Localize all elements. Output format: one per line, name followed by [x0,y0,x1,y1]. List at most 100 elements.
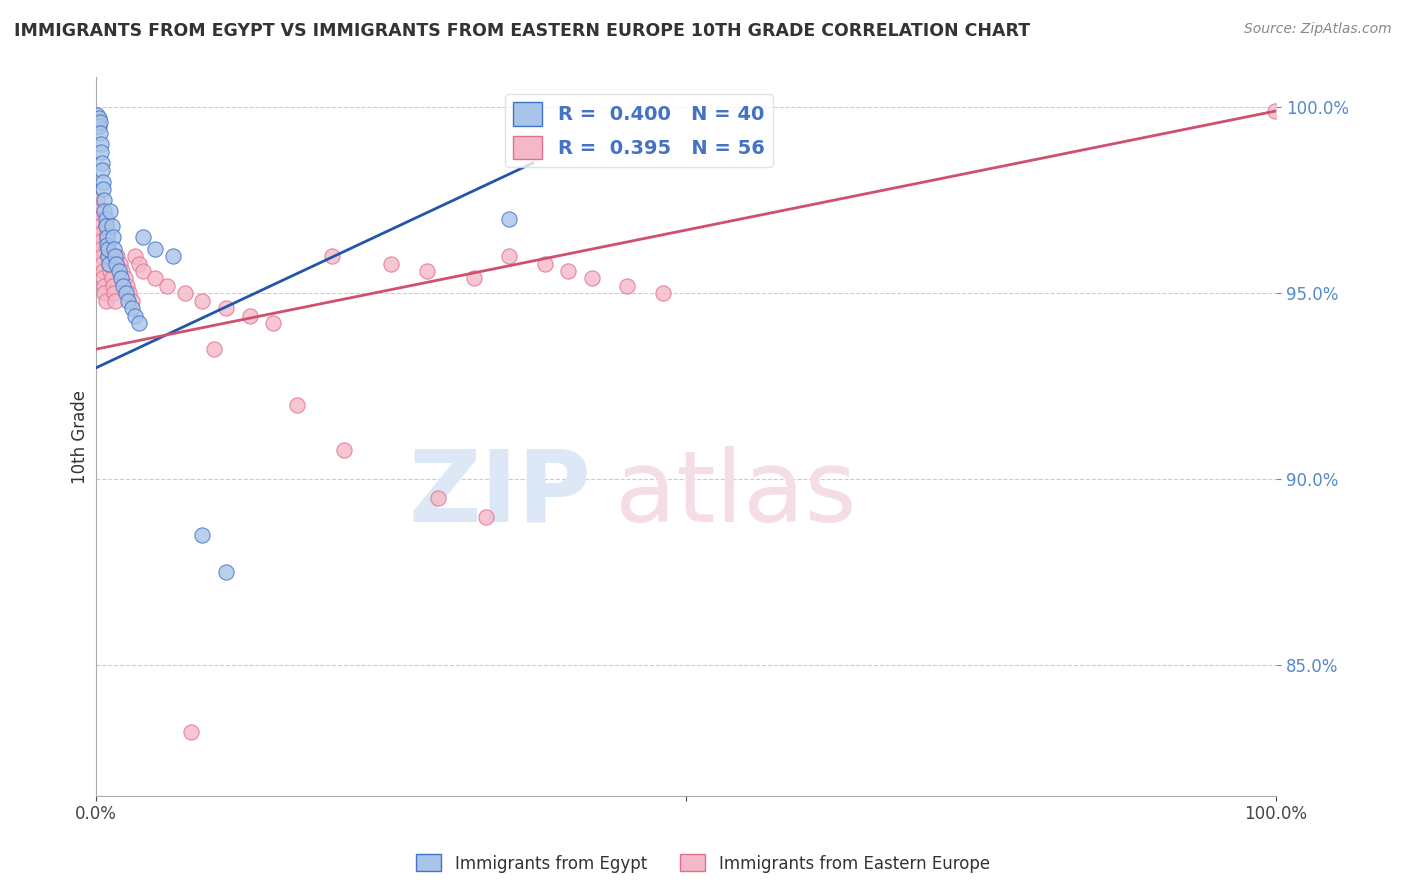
Point [215,301,238,316]
Point [162,249,184,263]
Point [285,398,308,412]
Point [93,286,115,301]
Point [118,286,141,301]
Point [90,145,112,159]
Point [581,271,603,285]
Point [103,286,125,301]
Point [128,256,150,270]
Point [110,271,132,285]
Point [498,249,520,263]
Point [93,278,115,293]
Point [143,271,166,285]
Point [91,264,114,278]
Point [94,293,117,308]
Point [98,256,121,270]
Point [91,249,114,263]
Point [90,242,112,256]
Point [128,316,150,330]
Point [333,442,356,457]
Point [215,566,238,580]
Point [100,271,122,285]
Point [89,126,111,140]
Point [117,293,139,308]
Text: Source: ZipAtlas.com: Source: ZipAtlas.com [1244,22,1392,37]
Point [239,309,262,323]
Point [180,725,202,739]
Point [96,227,118,241]
Text: atlas: atlas [616,446,858,542]
Point [101,278,124,293]
Point [91,163,114,178]
Point [104,293,127,308]
Point [463,271,485,285]
Point [321,249,343,263]
Point [132,230,155,244]
Point [557,264,579,278]
Point [105,256,128,270]
Point [427,491,450,505]
Point [124,249,146,263]
Point [112,278,135,293]
Point [87,211,110,226]
Point [98,204,121,219]
Point [87,204,110,219]
Point [96,234,118,248]
Point [104,249,127,263]
Point [132,264,155,278]
Point [89,227,111,241]
Point [156,278,179,293]
Point [97,242,120,256]
Point [1264,103,1286,118]
Point [100,219,122,234]
Point [91,271,114,285]
Point [89,115,111,129]
Point [191,528,214,542]
Legend: R =  0.400   N = 40, R =  0.395   N = 56: R = 0.400 N = 40, R = 0.395 N = 56 [505,95,772,167]
Point [86,108,108,122]
Point [93,194,115,208]
Point [93,204,115,219]
Legend: Immigrants from Egypt, Immigrants from Eastern Europe: Immigrants from Egypt, Immigrants from E… [409,847,997,880]
Point [616,278,638,293]
Point [96,238,118,252]
Point [143,242,166,256]
Text: ZIP: ZIP [409,446,592,542]
Point [107,264,129,278]
Point [98,264,121,278]
Point [380,256,402,270]
Point [96,230,118,244]
Point [90,234,112,248]
Point [90,137,112,152]
Point [533,256,555,270]
Point [111,264,134,278]
Point [94,219,117,234]
Y-axis label: 10th Grade: 10th Grade [72,390,89,483]
Point [91,156,114,170]
Point [86,194,108,208]
Point [114,271,136,285]
Point [191,293,214,308]
Point [97,242,120,256]
Point [474,509,496,524]
Point [91,182,114,196]
Point [498,211,520,226]
Point [124,309,146,323]
Point [415,264,437,278]
Point [97,249,120,263]
Point [87,119,110,133]
Point [108,256,131,270]
Text: IMMIGRANTS FROM EGYPT VS IMMIGRANTS FROM EASTERN EUROPE 10TH GRADE CORRELATION C: IMMIGRANTS FROM EGYPT VS IMMIGRANTS FROM… [14,22,1031,40]
Point [101,230,124,244]
Point [97,249,120,263]
Point [173,286,195,301]
Point [87,112,110,126]
Point [262,316,284,330]
Point [202,342,225,356]
Point [121,301,143,316]
Point [94,219,117,234]
Point [121,293,143,308]
Point [103,242,125,256]
Point [91,175,114,189]
Point [115,278,138,293]
Point [94,211,117,226]
